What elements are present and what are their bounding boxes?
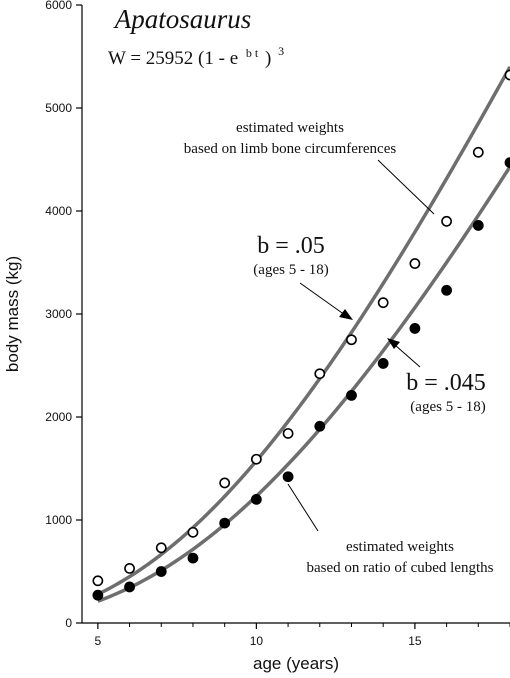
open-data-point — [377, 297, 389, 309]
b05-arrow-line — [299, 282, 346, 316]
filled-points-note-leader — [287, 483, 319, 532]
open-data-point — [314, 368, 326, 380]
formula-exponent: b t — [246, 46, 259, 60]
open-data-point — [346, 334, 357, 346]
filled-data-point — [504, 157, 510, 168]
b045-arrow-head — [387, 338, 400, 349]
filled-points-note-line2: based on ratio of cubed lengths — [306, 560, 493, 576]
axes — [81, 5, 510, 624]
y-ticks: 0 1000 2000 3000 4000 5000 6000 — [45, 0, 82, 630]
filled-data-point — [124, 581, 135, 593]
open-points-note-leader — [377, 159, 435, 215]
open-data-point — [250, 453, 262, 465]
open-data-point — [441, 215, 452, 227]
open-data-point — [124, 563, 135, 574]
chart-title: Apatosaurus — [113, 4, 252, 34]
x-tick-label: 5 — [95, 634, 102, 648]
filled-data-point — [155, 566, 167, 577]
open-points-note-line1: estimated weights — [236, 120, 344, 136]
b05-sub: (ages 5 - 18) — [253, 262, 328, 278]
fit-curves — [97, 65, 510, 603]
filled-data-point — [92, 589, 104, 601]
x-tick-label: 10 — [250, 634, 264, 648]
b045-sub: (ages 5 - 18) — [410, 399, 485, 415]
x-ticks: 5 10 15 — [95, 623, 510, 648]
b045-label: b = .045 — [406, 370, 486, 396]
open-data-point — [282, 428, 294, 439]
y-tick-label: 0 — [65, 616, 72, 630]
y-axis-title: body mass (kg) — [3, 256, 22, 372]
x-tick-label: 15 — [408, 634, 422, 648]
open-data-point — [155, 542, 167, 554]
y-tick-label: 1000 — [45, 513, 72, 527]
b05-label: b = .05 — [257, 233, 325, 259]
open-data-point — [504, 69, 510, 81]
formula-rhs: ) — [265, 48, 271, 69]
open-data-point — [472, 146, 484, 158]
filled-data-point — [377, 358, 389, 369]
fit-curve-b045 — [97, 165, 510, 603]
filled-data-point — [282, 471, 294, 483]
formula-lhs: W = 25952 (1 - e — [108, 48, 238, 69]
y-tick-label: 4000 — [45, 204, 72, 218]
x-axis-title: age (years) — [253, 654, 339, 673]
filled-data-point — [441, 284, 452, 296]
open-data-point — [409, 258, 421, 269]
open-data-point — [187, 526, 199, 538]
filled-data-point — [472, 220, 484, 231]
filled-data-point — [314, 420, 326, 432]
b045-arrow-line — [394, 344, 421, 368]
formula-power: 3 — [278, 44, 284, 58]
y-tick-label: 2000 — [45, 410, 72, 424]
formula: W = 25952 (1 - e b t ) 3 — [108, 41, 284, 69]
filled-points-note-line1: estimated weights — [346, 539, 454, 555]
open-data-point — [92, 575, 104, 587]
filled-data-point — [346, 389, 357, 401]
y-tick-label: 6000 — [45, 0, 72, 12]
filled-data-point — [250, 493, 262, 505]
filled-data-point — [409, 323, 421, 334]
filled-data-point — [219, 517, 231, 529]
open-data-point — [219, 477, 231, 489]
y-tick-label: 3000 — [45, 307, 72, 321]
b05-arrow-head — [339, 309, 353, 320]
fit-curve-b05 — [97, 65, 510, 596]
y-tick-label: 5000 — [45, 101, 72, 115]
filled-data-point — [187, 552, 199, 564]
data-points — [92, 69, 510, 601]
open-points-note-line2: based on limb bone circumferences — [184, 141, 397, 157]
